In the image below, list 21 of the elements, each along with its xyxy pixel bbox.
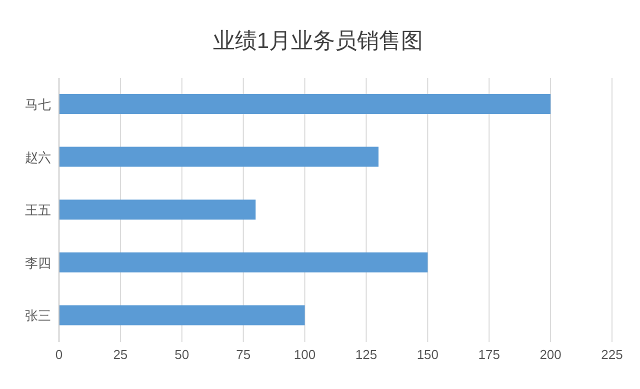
y-tick-label: 马七: [25, 97, 51, 112]
x-tick-label: 200: [540, 347, 562, 362]
x-tick-label: 75: [236, 347, 251, 362]
x-tick-label: 225: [601, 347, 623, 362]
y-tick-label: 李四: [25, 255, 51, 270]
x-tick-label: 0: [55, 347, 63, 362]
chart-title: 业绩1月业务员销售图: [212, 27, 424, 55]
bar: [59, 305, 305, 326]
x-tick-label: 100: [294, 347, 316, 362]
x-tick-label: 25: [113, 347, 128, 362]
x-tick-label: 175: [478, 347, 500, 362]
y-tick-label: 赵六: [25, 150, 51, 165]
bar: [59, 200, 256, 220]
y-tick-label: 张三: [25, 308, 51, 324]
x-tick-label: 50: [174, 347, 190, 362]
bar: [59, 146, 379, 167]
x-tick-label: 125: [355, 347, 378, 362]
x-tick-label: 150: [416, 347, 439, 362]
y-tick-label: 王五: [25, 202, 51, 218]
bar: [59, 252, 428, 272]
bar: [59, 94, 551, 114]
